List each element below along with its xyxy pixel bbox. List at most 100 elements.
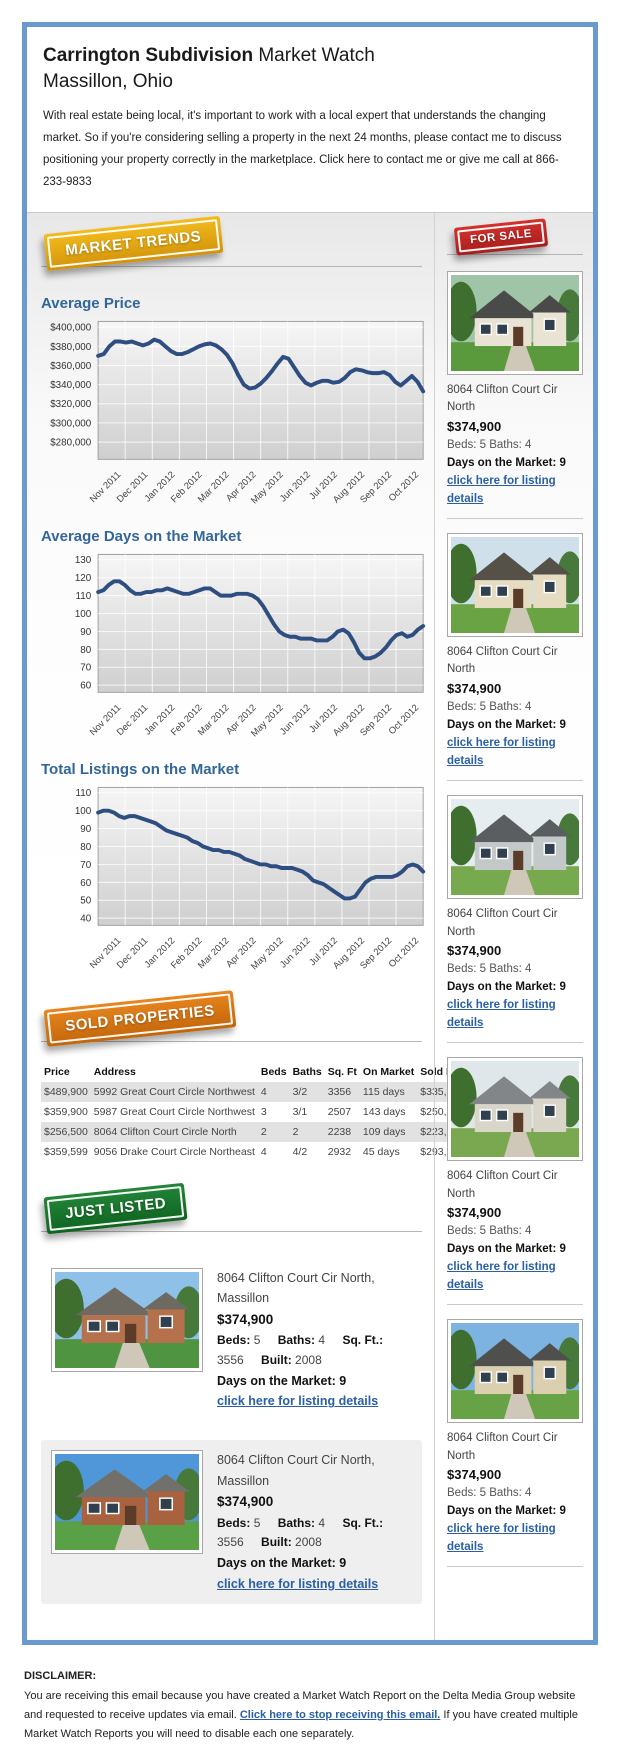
listing-details: 8064 Clifton Court Cir North, Massillon … <box>217 1268 412 1412</box>
svg-text:$400,000: $400,000 <box>50 322 92 333</box>
cell-beds: 4 <box>260 1145 267 1158</box>
page-title-suffix: Market Watch <box>253 45 375 66</box>
sold-properties-table: Price Address Beds Baths Sq. Ft On Marke… <box>41 1062 475 1162</box>
listing-details-link[interactable]: click here for listing details <box>447 999 556 1029</box>
listing-address: 8064 Clifton Court Cir North, Massillon <box>217 1453 375 1488</box>
listing-price: $374,900 <box>217 1494 274 1510</box>
built-label: Built: <box>261 1352 292 1367</box>
svg-text:90: 90 <box>80 627 91 638</box>
listing-price: $374,900 <box>447 681 502 697</box>
listing-address: 8064 Clifton Court Cir North <box>447 1169 558 1200</box>
just-listed-item: 8064 Clifton Court Cir North, Massillon … <box>41 1258 422 1422</box>
average-price-chart: $400,000 $380,000 $360,000 $340,000 $320,000… <box>50 320 426 505</box>
beds-baths: Beds: 5 Baths: 4 <box>447 1225 532 1238</box>
baths-value: 4 <box>318 1515 326 1530</box>
baths-label: Baths: <box>277 1333 316 1348</box>
listing-price: $374,900 <box>447 419 502 435</box>
market-watch-email: { "header": { "title_bold": "Carrington … <box>0 22 620 1745</box>
svg-text:110: 110 <box>76 591 92 602</box>
beds-baths: Beds: 5 Baths: 4 <box>447 439 532 452</box>
cell-beds: 4 <box>260 1085 267 1098</box>
listing-details-link[interactable]: click here for listing details <box>447 1261 556 1291</box>
svg-text:$340,000: $340,000 <box>50 380 92 391</box>
listing-details: 8064 Clifton Court Cir North, Massillon … <box>217 1450 412 1594</box>
main-column: MARKET TRENDS Average Price $400,000 $380… <box>27 213 475 1641</box>
listing-details-link[interactable]: click here for listing details <box>217 1394 379 1409</box>
baths-label: Baths: <box>277 1515 316 1530</box>
cell-on-market: 109 days <box>362 1125 406 1138</box>
sidebar-listing: 8064 Clifton Court Cir North $374,900 Be… <box>445 270 583 519</box>
listing-details-link[interactable]: click here for listing details <box>447 475 556 505</box>
listing-details-link[interactable]: click here for listing details <box>447 1523 556 1553</box>
built-value: 2008 <box>295 1535 322 1550</box>
svg-text:90: 90 <box>80 824 91 835</box>
svg-text:Oct 2012: Oct 2012 <box>387 469 421 503</box>
sold-properties-section-head: SOLD PROPERTIES <box>41 989 422 1056</box>
svg-text:$300,000: $300,000 <box>50 418 92 429</box>
listing-price: $374,900 <box>447 1205 502 1221</box>
listing-photo[interactable] <box>445 794 583 899</box>
sold-table-header-row: Price Address Beds Baths Sq. Ft On Marke… <box>41 1062 475 1082</box>
beds-baths: Beds: 5 Baths: 4 <box>447 1487 532 1500</box>
for-sale-sidebar: FOR SALE 8064 Clifton Court Cir North $3… <box>434 212 593 1641</box>
listing-photo[interactable] <box>445 1056 583 1161</box>
cell-on-market: 115 days <box>362 1085 405 1098</box>
intro-text: With real estate being local, it's impor… <box>43 110 562 188</box>
listing-photo[interactable] <box>48 1450 204 1555</box>
sqft-label: Sq. Ft.: <box>342 1333 384 1348</box>
svg-text:$360,000: $360,000 <box>50 361 92 372</box>
baths-value: 4 <box>318 1333 326 1348</box>
cell-price: $359,900 <box>44 1105 88 1118</box>
unsubscribe-link[interactable]: Click here to stop receiving this email. <box>239 1708 441 1721</box>
section-divider <box>41 1040 422 1042</box>
cell-baths: 3/2 <box>292 1085 308 1098</box>
svg-text:110: 110 <box>76 788 92 799</box>
col-on-market: On Market <box>362 1065 415 1078</box>
cell-address: 9056 Drake Court Circle Northeast <box>93 1145 255 1158</box>
col-sqft: Sq. Ft <box>327 1065 357 1078</box>
col-baths: Baths <box>292 1065 322 1078</box>
sqft-label: Sq. Ft.: <box>342 1515 384 1530</box>
section-divider <box>447 253 583 255</box>
days-on-market: Days on the Market: 9 <box>447 981 566 994</box>
listing-photo[interactable] <box>48 1267 204 1372</box>
col-beds: Beds <box>260 1065 287 1078</box>
cell-price: $359,599 <box>44 1145 88 1158</box>
cell-price: $256,500 <box>44 1125 88 1138</box>
listing-price: $374,900 <box>447 943 502 959</box>
col-price: Price <box>44 1065 70 1078</box>
listing-photo[interactable] <box>445 1318 583 1423</box>
svg-text:70: 70 <box>80 662 91 673</box>
listing-details-link[interactable]: click here for listing details <box>217 1576 379 1591</box>
cell-on-market: 45 days <box>362 1145 400 1158</box>
cell-sqft: 2932 <box>327 1145 352 1158</box>
listing-photo[interactable] <box>445 532 583 637</box>
page-subtitle: Massillon, Ohio <box>43 70 173 92</box>
cell-price: $489,900 <box>44 1085 88 1098</box>
svg-text:40: 40 <box>80 913 91 924</box>
just-listed-section-head: JUST LISTED <box>41 1182 422 1246</box>
page-title-subdivision: Carrington Subdivision <box>43 45 254 66</box>
email-frame: Carrington Subdivision Market Watch Mass… <box>22 22 598 1646</box>
svg-text:100: 100 <box>75 806 92 817</box>
cell-sqft: 2238 <box>327 1125 352 1138</box>
cell-on-market: 143 days <box>362 1105 406 1118</box>
sidebar-listing: 8064 Clifton Court Cir North $374,900 Be… <box>445 1318 583 1567</box>
svg-text:120: 120 <box>75 573 92 584</box>
sold-properties-badge: SOLD PROPERTIES <box>43 989 237 1047</box>
average-price-heading: Average Price <box>41 294 141 312</box>
table-row: $359,900 5987 Great Court Circle Northwe… <box>41 1102 475 1122</box>
svg-text:80: 80 <box>80 644 91 655</box>
total-listings-heading: Total Listings on the Market <box>41 760 240 778</box>
cell-address: 5992 Great Court Circle Northwest <box>93 1085 255 1098</box>
cell-beds: 2 <box>260 1125 267 1138</box>
table-row: $489,900 5992 Great Court Circle Northwe… <box>41 1081 475 1102</box>
listing-details-link[interactable]: click here for listing details <box>447 737 556 767</box>
content-columns: MARKET TRENDS Average Price $400,000 $380… <box>27 211 593 1641</box>
listing-photo[interactable] <box>445 270 583 375</box>
col-address: Address <box>93 1065 136 1078</box>
market-trends-badge-label: MARKET TRENDS <box>46 218 220 268</box>
beds-baths: Beds: 5 Baths: 4 <box>447 963 532 976</box>
days-on-market: Days on the Market: 9 <box>217 1373 347 1388</box>
